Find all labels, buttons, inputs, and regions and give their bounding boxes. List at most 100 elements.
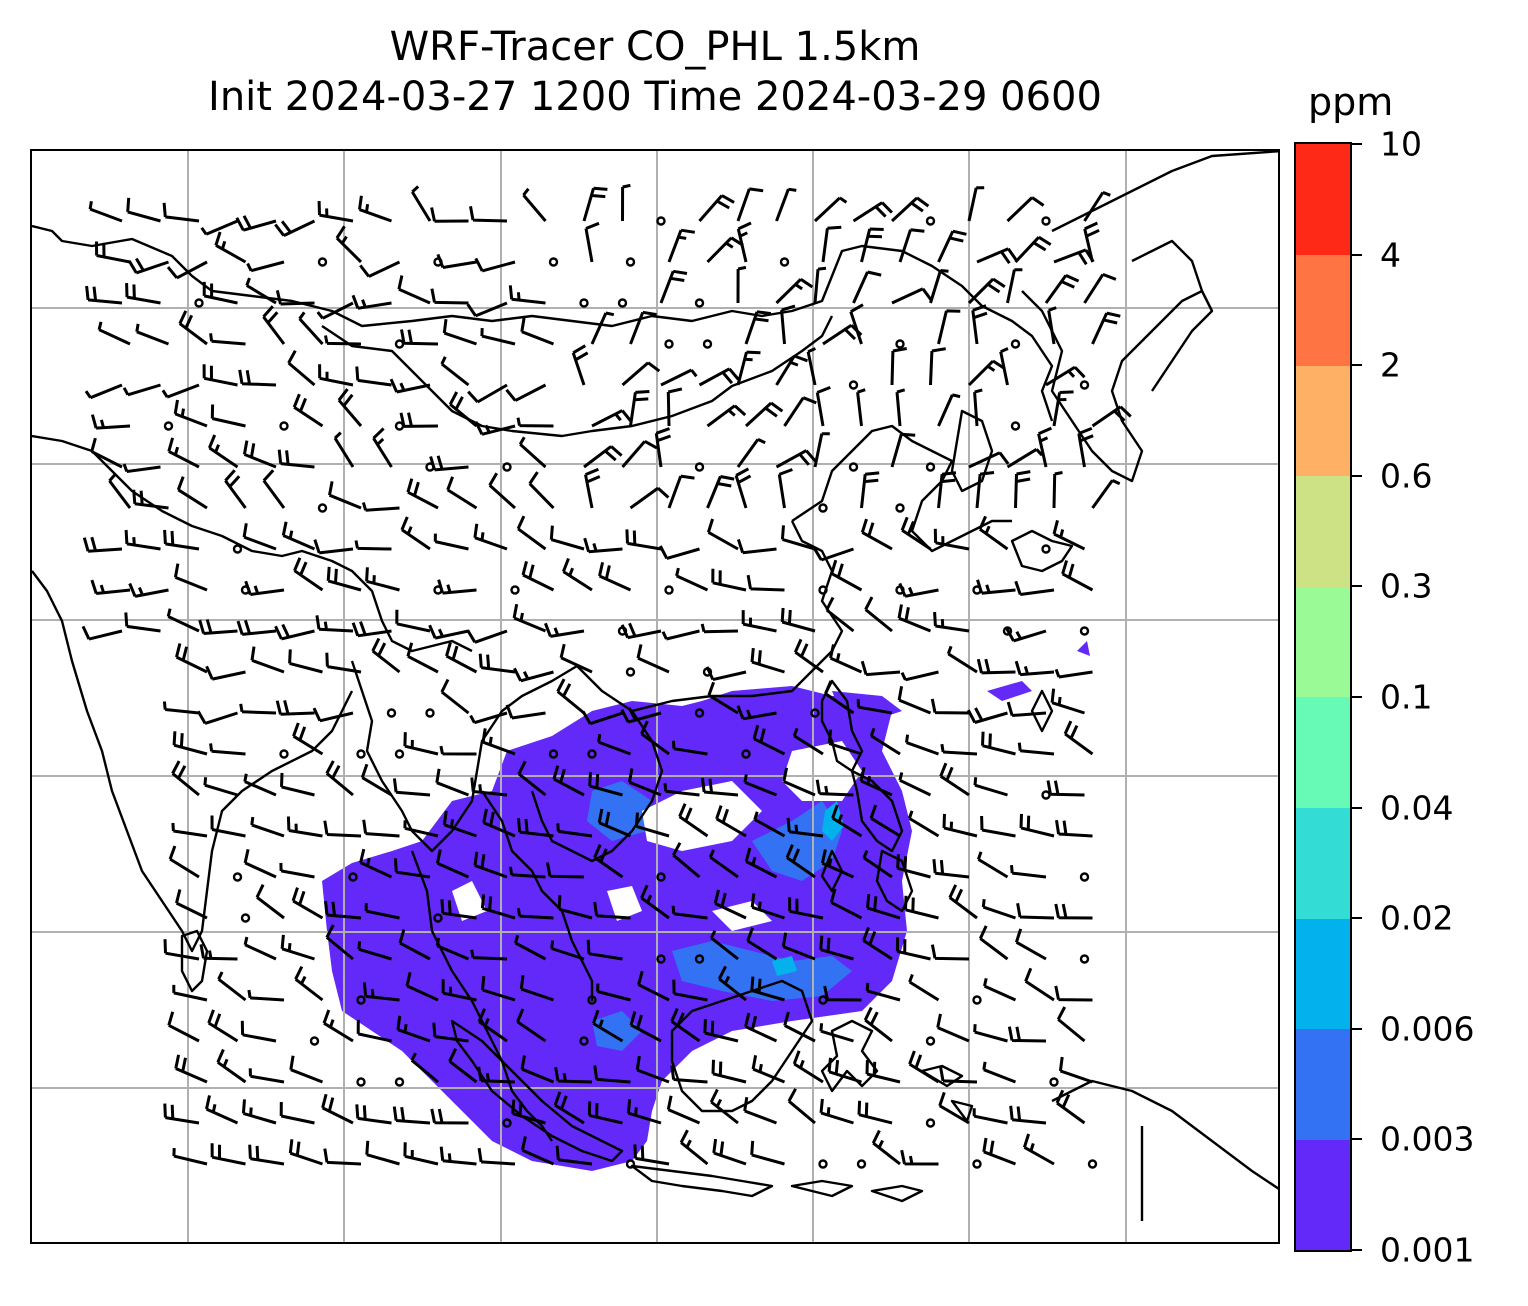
wind-barb (981, 899, 1016, 920)
colorbar-tick-label: 0.6 (1380, 456, 1433, 496)
colorbar-tick (1352, 1138, 1362, 1141)
wind-barb (467, 383, 508, 404)
wind-barb (904, 895, 939, 920)
colorbar-segment (1296, 586, 1350, 698)
wind-barb (1052, 390, 1074, 427)
calm-wind-marker (664, 585, 674, 595)
wind-barb (736, 187, 764, 222)
colorbar-tick-label: 0.1 (1380, 677, 1433, 717)
wind-barb (706, 475, 735, 509)
wind-barb (95, 241, 131, 264)
wind-barb (792, 1050, 824, 1084)
wind-barb (900, 516, 932, 551)
wind-barb (863, 1006, 893, 1043)
calm-wind-marker (664, 339, 674, 349)
wind-barb (482, 808, 516, 838)
wind-barb (255, 884, 285, 920)
wind-barb (783, 1011, 816, 1043)
wind-barb (860, 471, 880, 509)
wind-barb (312, 707, 354, 723)
wind-barb (508, 285, 546, 305)
colorbar-segment (1296, 1028, 1350, 1140)
wind-barb (1054, 668, 1093, 679)
wind-barb (968, 451, 1010, 469)
wind-barb (196, 710, 238, 725)
wind-barb (244, 580, 285, 596)
wind-barb (240, 1020, 277, 1043)
wind-barb (430, 288, 469, 305)
wind-barb (660, 368, 698, 387)
wind-barb (108, 473, 132, 509)
wind-barb (1005, 627, 1047, 643)
calm-wind-marker (1041, 544, 1051, 554)
wind-barb (852, 201, 893, 223)
wind-barb (166, 260, 208, 280)
wind-barb (326, 566, 362, 592)
plume-patch (592, 1011, 642, 1051)
wind-barb (829, 888, 863, 920)
wind-barb (753, 811, 786, 838)
wind-barb (448, 391, 478, 428)
plume-patch (752, 801, 842, 881)
wind-barb (813, 196, 848, 223)
wind-barb (663, 783, 700, 797)
wind-barb (671, 905, 708, 920)
wind-barb (322, 1009, 354, 1043)
calm-wind-marker (348, 872, 358, 882)
wind-barb (217, 971, 247, 1002)
map-title: WRF-Tracer CO_PHL 1.5km Init 2024-03-27 … (30, 22, 1280, 122)
coastline-segment (321, 315, 834, 438)
wind-barb (744, 847, 778, 879)
colorbar-segment (1296, 807, 1350, 919)
wind-barb (750, 647, 785, 674)
colorbar-tick-label: 4 (1380, 235, 1401, 275)
wind-barb (597, 733, 632, 756)
wind-barb (819, 935, 854, 961)
calm-wind-marker (818, 1159, 828, 1169)
wind-barb (439, 745, 477, 756)
wind-barb (973, 777, 1008, 797)
wind-barb (430, 1108, 469, 1125)
colorbar-tick (1352, 474, 1362, 477)
wind-barb (1017, 742, 1055, 756)
wind-barb (1054, 985, 1093, 1002)
plume-gap (452, 881, 487, 921)
coastline-segment (950, 1099, 974, 1123)
wind-barb (937, 309, 961, 345)
wind-barb (788, 897, 824, 920)
colorbar-unit-label: ppm (1308, 80, 1394, 124)
wind-barb (359, 260, 401, 278)
wind-barb (335, 225, 363, 264)
wind-barb (672, 842, 701, 879)
colorbar-tick-label: 2 (1380, 345, 1401, 385)
wind-barb (313, 539, 354, 555)
wind-barb (625, 529, 662, 551)
wind-barb (175, 889, 208, 920)
calm-wind-marker (394, 339, 405, 349)
wind-barb (1063, 720, 1094, 756)
wind-barb (397, 275, 431, 305)
calm-wind-marker (356, 995, 366, 1005)
wind-barb (831, 804, 863, 838)
wind-barb (711, 568, 747, 592)
wind-barb (897, 604, 932, 633)
wind-barb (262, 469, 286, 509)
wind-barb (895, 388, 906, 427)
calm-wind-marker (625, 667, 636, 677)
wind-barb (520, 317, 555, 346)
wind-barb (214, 231, 247, 264)
calm-wind-marker (502, 462, 512, 472)
colorbar-tick (1352, 806, 1362, 809)
wind-barb (556, 678, 585, 715)
wind-barb (806, 347, 817, 386)
wind-barb (852, 270, 882, 304)
calm-wind-marker (617, 298, 628, 308)
calm-wind-marker (279, 749, 289, 759)
calm-wind-marker (1041, 790, 1051, 800)
wind-barb (440, 678, 470, 715)
wind-barb (171, 822, 208, 838)
wind-barb (365, 1140, 400, 1166)
wind-barb (440, 356, 470, 387)
wind-barb (238, 369, 277, 387)
wind-barb (478, 653, 516, 674)
